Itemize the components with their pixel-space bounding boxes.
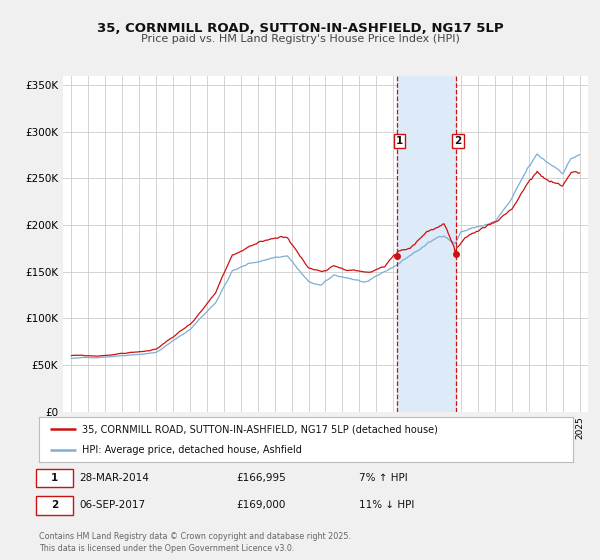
Text: 1: 1 [51,473,58,483]
Text: £169,000: £169,000 [236,501,286,510]
Text: 2: 2 [51,501,58,510]
Text: HPI: Average price, detached house, Ashfield: HPI: Average price, detached house, Ashf… [82,445,302,455]
Text: 1: 1 [396,136,403,146]
Text: Contains HM Land Registry data © Crown copyright and database right 2025.
This d: Contains HM Land Registry data © Crown c… [39,532,351,553]
Text: 35, CORNMILL ROAD, SUTTON-IN-ASHFIELD, NG17 5LP: 35, CORNMILL ROAD, SUTTON-IN-ASHFIELD, N… [97,21,503,35]
Text: 2: 2 [454,136,462,146]
FancyBboxPatch shape [37,496,73,515]
Text: 7% ↑ HPI: 7% ↑ HPI [359,473,408,483]
Text: 35, CORNMILL ROAD, SUTTON-IN-ASHFIELD, NG17 5LP (detached house): 35, CORNMILL ROAD, SUTTON-IN-ASHFIELD, N… [82,424,437,435]
Text: 28-MAR-2014: 28-MAR-2014 [79,473,149,483]
Text: £166,995: £166,995 [236,473,286,483]
Bar [397,76,455,412]
FancyBboxPatch shape [37,469,73,487]
Text: Price paid vs. HM Land Registry's House Price Index (HPI): Price paid vs. HM Land Registry's House … [140,34,460,44]
Text: 06-SEP-2017: 06-SEP-2017 [79,501,145,510]
Text: 11% ↓ HPI: 11% ↓ HPI [359,501,415,510]
